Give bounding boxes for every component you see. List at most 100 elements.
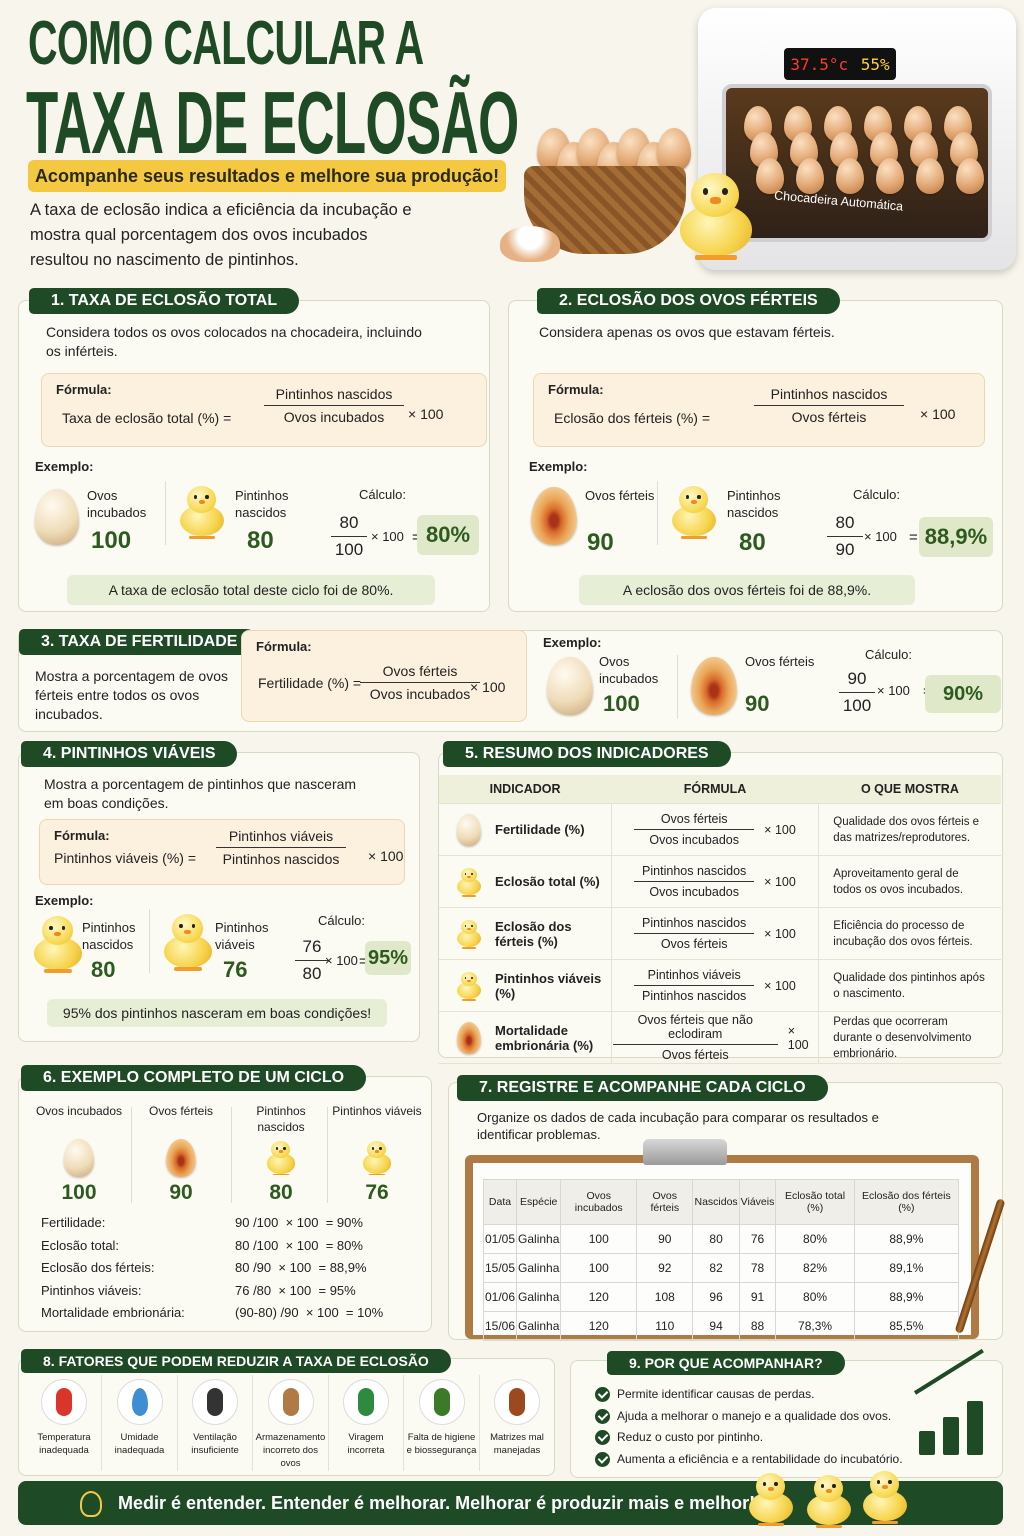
chick-eye <box>464 924 467 927</box>
equals-sign: = <box>412 529 421 546</box>
item-value: 80 <box>269 1181 293 1204</box>
chick-head <box>813 1474 843 1502</box>
calc-label: Cálculo: <box>853 487 900 502</box>
chick-beak <box>690 500 697 505</box>
formula-lhs: Pintinhos viáveis (%) = <box>54 850 197 866</box>
formula-lhs: Fertilidade (%) = <box>258 675 362 691</box>
denominator: Ovos incubados <box>634 829 755 847</box>
numerator: Pintinhos viáveis <box>647 968 741 982</box>
card: 7. REGISTRE E ACOMPANHE CADA CICLO Organi… <box>448 1075 1003 1341</box>
divider <box>131 1107 132 1203</box>
record-cell: 94 <box>692 1311 740 1341</box>
denominator: Ovos férteis <box>754 405 904 425</box>
denominator: Pintinhos nascidos <box>634 985 755 1003</box>
line-label: Eclosão total: <box>41 1237 120 1253</box>
check-mark <box>597 1388 609 1399</box>
basket <box>520 118 692 258</box>
factor-tile: Matrizes mal manejadas <box>480 1375 554 1471</box>
record-row: 01/05 Galinha 100 90 80 76 80% 88,9% <box>482 1224 960 1254</box>
record-cell: 78,3% <box>775 1311 855 1341</box>
result: 90% <box>925 675 1001 713</box>
chick-head <box>460 867 477 883</box>
factor-glyph <box>207 1388 223 1416</box>
result-note: 95% dos pintinhos nasceram em boas condi… <box>47 999 387 1027</box>
check-mark <box>597 1409 609 1421</box>
line-label: Fertilidade: <box>41 1215 106 1230</box>
column-header: Ovos férteis <box>636 1179 694 1225</box>
card: 8. FATORES QUE PODEM REDUZIR A TAXA DE E… <box>18 1349 555 1476</box>
item-label: Pintinhos nascidos <box>256 1104 306 1134</box>
fraction: Pintinhos viáveis Pintinhos nascidos <box>216 828 346 867</box>
section-title: 3. TAXA DE FERTILIDADE <box>19 629 260 655</box>
card: 2. ECLOSÃO DOS OVOS FÉRTEIS Considera ape… <box>508 288 1003 612</box>
denominator: 80 <box>295 960 329 984</box>
column-header: Eclosão total (%) <box>775 1179 855 1225</box>
chick-icon <box>453 970 485 1002</box>
factor-tile: Temperatura inadequada <box>27 1375 102 1471</box>
shows-cell: Eficiência do processo de incubação dos … <box>818 907 1001 960</box>
numerator: 80 <box>835 513 855 532</box>
card: 4. PINTINHOS VIÁVEIS Mostra a porcentagem… <box>18 741 420 1042</box>
chick-eye <box>464 976 467 979</box>
record-cell: 01/06 <box>482 1282 518 1312</box>
check-mark <box>597 1431 609 1442</box>
divider <box>165 481 166 545</box>
record-cell: Galinha <box>516 1253 562 1283</box>
chick-eye <box>49 926 54 931</box>
chick-eye <box>470 976 473 979</box>
chick-eye <box>876 1480 881 1485</box>
section-description: Considera apenas os ovos que estavam fér… <box>539 324 835 340</box>
section-title: 8. FATORES QUE PODEM REDUZIR A TAXA DE E… <box>21 1349 451 1373</box>
clipboard-clip <box>643 1139 727 1165</box>
section-description: Mostra a porcentagem de pintinhos que na… <box>44 776 357 811</box>
item-value: 90 <box>587 529 614 556</box>
formula-box: Fórmula: Fertilidade (%) = Ovos férteis Ovo… <box>241 630 527 722</box>
column-header: Viáveis <box>738 1179 777 1225</box>
chick-eye <box>470 872 473 875</box>
formula-multiplier: × 100 <box>764 822 796 837</box>
header-row: INDICADOR FÓRMULA O QUE MOSTRA <box>439 775 1001 804</box>
record-cell: 88,9% <box>853 1224 960 1254</box>
humidity-display: 55% <box>860 54 890 74</box>
factor-icon <box>343 1379 389 1425</box>
chick-feet <box>694 255 738 261</box>
egg-icon <box>64 1139 94 1177</box>
chick-eye <box>820 1484 825 1489</box>
chick-eye <box>61 926 66 931</box>
factor-label: Armazenamento incorreto dos ovos <box>255 1432 326 1469</box>
growth-bar <box>943 1417 959 1455</box>
column-header: O QUE MOSTRA <box>818 775 1001 804</box>
factor-glyph <box>509 1388 525 1416</box>
line-label: Mortalidade embrionária: <box>41 1305 185 1320</box>
indicator-name: Eclosão total (%) <box>495 874 600 889</box>
section-title: 9. POR QUE ACOMPANHAR? <box>607 1351 845 1375</box>
chick-icon <box>453 918 485 950</box>
indicator-name: Mortalidade embrionária (%) <box>495 1022 594 1053</box>
example-label: Exemplo: <box>35 459 94 474</box>
result-note: A taxa de eclosão total deste ciclo foi … <box>67 575 435 605</box>
fertile-egg-icon <box>531 487 577 545</box>
formula-label: Fórmula: <box>256 639 312 654</box>
section-description: Organize os dados de cada incubação para… <box>477 1110 879 1142</box>
factor-tile: Armazenamento incorreto dos ovos <box>254 1375 329 1471</box>
egg-icon <box>755 158 785 194</box>
formula-box: Fórmula: Pintinhos viáveis (%) = Pintinhos… <box>39 819 405 885</box>
record-cell: 110 <box>636 1311 694 1341</box>
line-label: Pintinhos viáveis: <box>41 1282 142 1298</box>
fraction: Pintinhos viáveis Pintinhos nascidos <box>634 968 755 1003</box>
chick-head <box>41 916 73 945</box>
chick-icon <box>668 168 764 264</box>
chick-beak <box>881 1485 888 1490</box>
section-title: 5. RESUMO DOS INDICADORES <box>443 741 731 767</box>
formula-label: Fórmula: <box>548 382 604 397</box>
column-header: FÓRMULA <box>611 775 819 804</box>
numerator: 80 <box>339 513 359 532</box>
result: 88,9% <box>919 517 993 557</box>
chick-head <box>869 1470 899 1498</box>
check-icon <box>595 1451 610 1467</box>
factor-icon <box>418 1379 465 1425</box>
growth-bar <box>919 1431 935 1455</box>
chick-body <box>456 930 482 948</box>
divider <box>327 1107 328 1203</box>
summary-row: Mortalidade embrionária (%) Ovos férteis … <box>439 1011 1001 1064</box>
